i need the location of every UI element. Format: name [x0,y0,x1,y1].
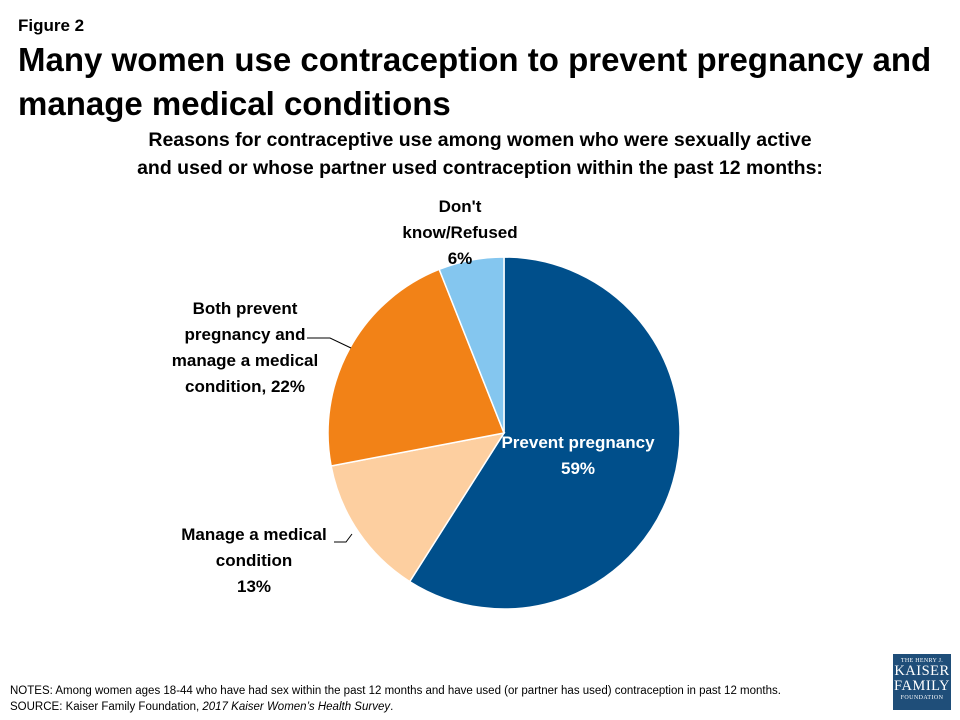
page-title: Many women use contraception to prevent … [18,38,948,126]
pie-slice-prevent [408,256,681,610]
footnotes: NOTES: Among women ages 18-44 who have h… [10,683,781,715]
logo-bottom-text: FOUNDATION [900,695,944,701]
slice-label-both: Both prevent pregnancy and manage a medi… [160,296,330,400]
pie-slice-both [327,268,506,467]
pie-slice-dont-know [438,256,505,434]
slice-label-both-line3: manage a medical [171,351,319,370]
source-title: 2017 Kaiser Women’s Health Survey [202,701,391,713]
logo-line-1: KAISER [894,663,950,679]
slice-label-prevent: Prevent pregnancy 59% [493,430,663,482]
logo-line-2: FAMILY [893,678,951,694]
logo-top-text: THE HENRY J. [900,658,944,664]
pie-slices [327,256,681,610]
title-line-1: Many women use contraception to prevent … [18,41,932,78]
slice-label-manage-line2: condition [215,551,293,570]
slice-label-dont-know: Don't know/Refused 6% [372,194,548,272]
slice-label-prevent-line2: 59% [560,459,596,478]
subtitle-line-1: Reasons for contraceptive use among wome… [148,129,812,151]
slice-label-both-line4: condition, 22% [185,377,305,396]
slice-label-manage: Manage a medical condition 13% [166,522,342,600]
subtitle-line-2: and used or whose partner used contracep… [137,157,823,179]
slice-label-manage-line3: 13% [236,577,272,596]
slice-label-dont-know-line1: Don't [438,197,482,216]
slice-label-both-line2: pregnancy and [184,325,306,344]
slice-label-dont-know-line2: know/Refused [402,223,518,242]
figure-label: Figure 2 [18,16,85,35]
title-line-2: manage medical conditions [18,85,451,122]
slice-label-dont-know-line3: 6% [447,249,473,268]
source-prefix: SOURCE: Kaiser Family Foundation, [10,701,203,713]
kff-logo: THE HENRY J. KAISER FAMILY FOUNDATION [893,654,951,710]
source-text: SOURCE: Kaiser Family Foundation, 2017 K… [10,699,781,715]
leader-line-manage [334,533,353,543]
notes-text: NOTES: Among women ages 18-44 who have h… [10,685,781,697]
slice-label-manage-line1: Manage a medical [181,525,327,544]
source-suffix: . [390,701,394,713]
slice-label-prevent-line1: Prevent pregnancy [501,433,655,452]
pie-slice-manage [330,431,506,583]
chart-subtitle: Reasons for contraceptive use among wome… [0,126,960,182]
leader-line-both [307,337,352,349]
slice-label-both-line1: Both prevent [192,299,298,318]
